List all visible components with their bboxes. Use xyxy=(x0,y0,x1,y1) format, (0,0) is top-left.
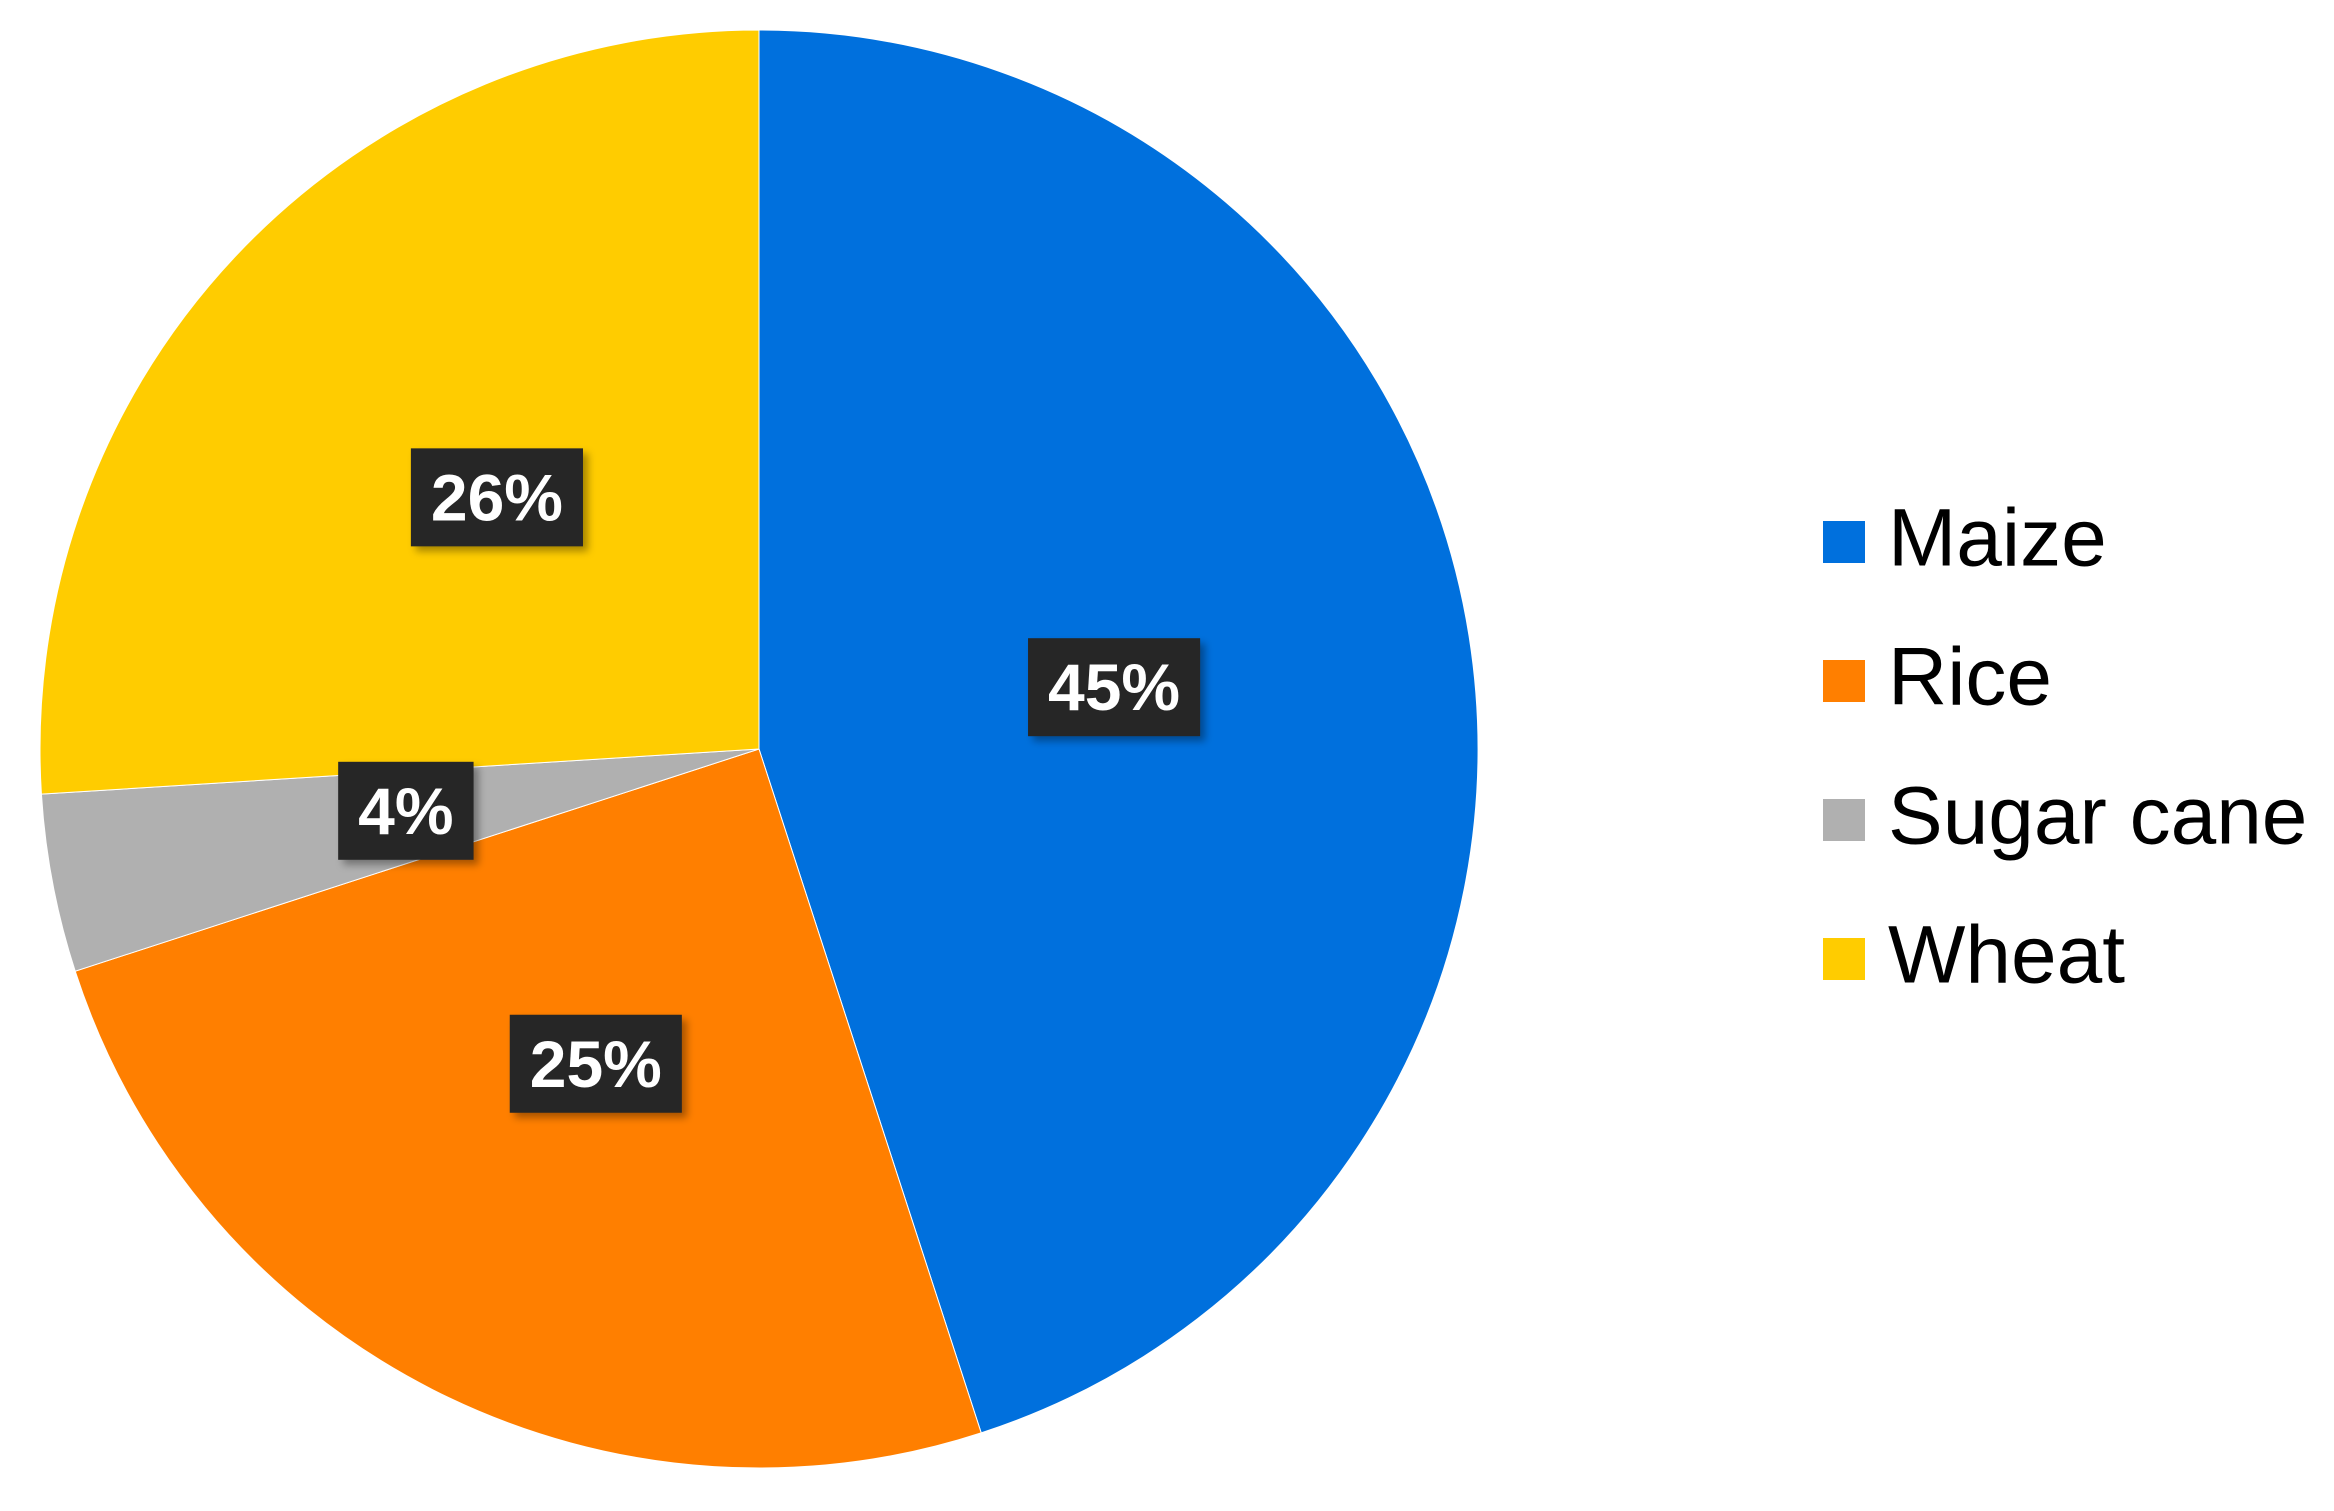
value-label-box xyxy=(1028,638,1201,737)
pie-slice xyxy=(39,29,760,795)
legend-swatch xyxy=(1823,799,1865,841)
legend-label: Maize xyxy=(1888,493,2107,584)
pie xyxy=(39,29,1479,1469)
value-label-box xyxy=(410,448,583,547)
value-label-box xyxy=(338,761,474,860)
legend-swatch xyxy=(1823,660,1865,702)
value-label: 4% xyxy=(358,774,453,848)
legend: Maize Rice Sugar cane Wheat xyxy=(1823,493,2307,1001)
pie-slice xyxy=(40,748,760,972)
value-labels: 45% 25% 4% 26% xyxy=(338,448,1201,1113)
legend-label: Sugar cane xyxy=(1888,771,2307,862)
value-label: 25% xyxy=(530,1027,662,1101)
legend-swatch xyxy=(1823,521,1865,563)
legend-swatch xyxy=(1823,938,1865,980)
value-label-box xyxy=(509,1014,682,1113)
value-label: 26% xyxy=(431,460,563,534)
legend-label: Rice xyxy=(1888,632,2052,723)
legend-label: Wheat xyxy=(1888,910,2125,1001)
value-label: 45% xyxy=(1048,650,1180,724)
